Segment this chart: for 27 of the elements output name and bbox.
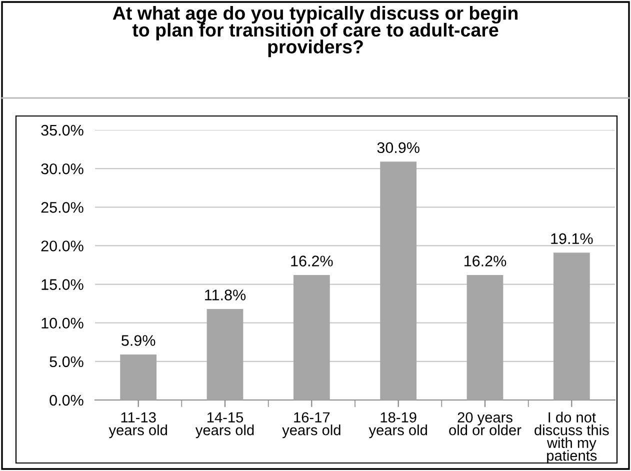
- bar: [380, 162, 417, 400]
- y-tick-label: 5.0%: [50, 356, 84, 368]
- x-tick-label: 20 years old or older: [449, 412, 522, 436]
- y-tick-label: 20.0%: [41, 240, 84, 252]
- y-tick-label: 10.0%: [42, 318, 84, 329]
- x-tick-label: I do not discuss this with my patients: [534, 412, 609, 464]
- data-label: 16.2%: [464, 256, 506, 266]
- x-tick-label: 11-13 years old: [108, 412, 167, 438]
- data-label: 19.1%: [551, 233, 593, 244]
- bar: [120, 354, 157, 400]
- data-label: 16.2%: [291, 256, 333, 266]
- data-label: 5.9%: [122, 335, 156, 346]
- y-tick-label: 30.0%: [41, 163, 84, 174]
- y-tick-label: 25.0%: [41, 202, 84, 213]
- x-tick-label: 16-17 years old: [282, 412, 340, 438]
- y-tick-label: 15.0%: [42, 279, 84, 290]
- bar: [293, 275, 330, 400]
- y-tick-label: 35.0%: [41, 124, 84, 136]
- data-label: 11.8%: [205, 290, 246, 300]
- x-tick-label: 14-15 years old: [195, 412, 254, 438]
- y-tick-label: 0.0%: [50, 394, 84, 406]
- bar: [206, 308, 244, 400]
- bar: [466, 275, 504, 400]
- bar: [553, 252, 590, 400]
- data-label: 30.9%: [377, 142, 420, 154]
- x-tick-label: 18-19 years old: [368, 412, 427, 438]
- chart-title: At what age do you typically discuss or begin to plan for transition of care to adult-care providers?: [112, 6, 518, 58]
